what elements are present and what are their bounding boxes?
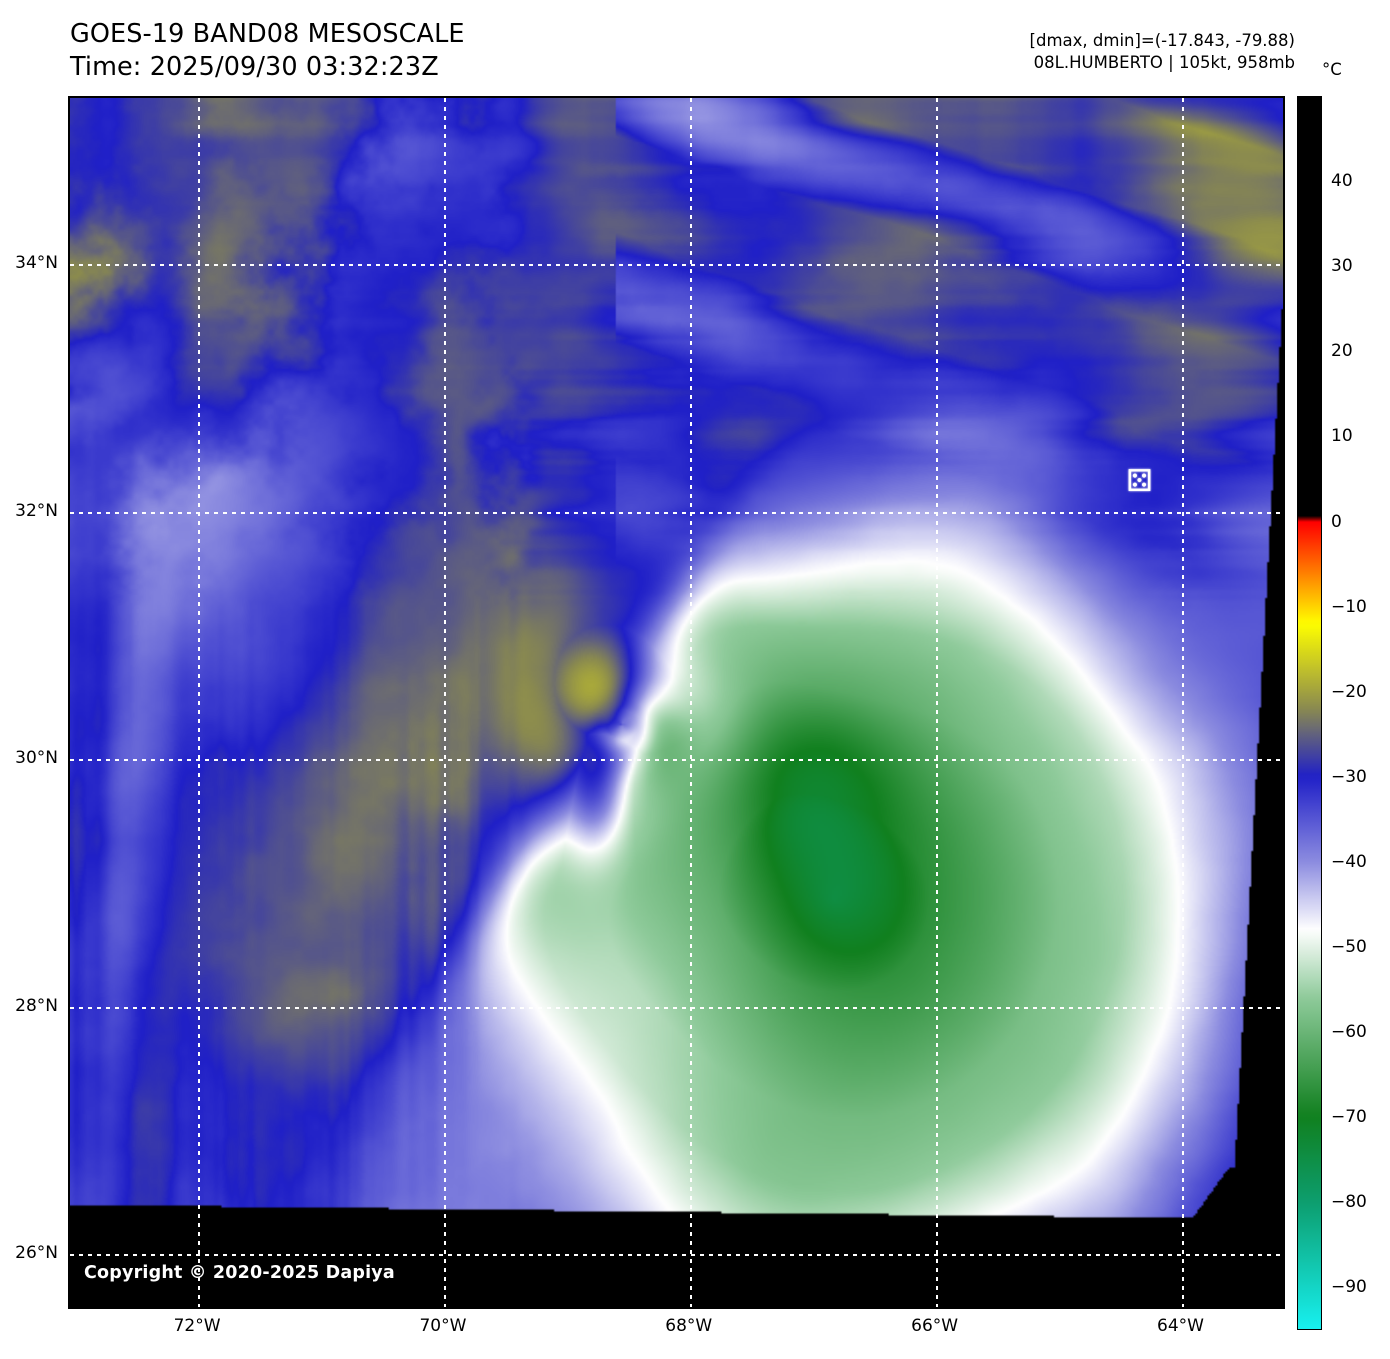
colorbar-tick-9: −50: [1331, 937, 1367, 958]
xtick-label-1: 70°W: [419, 1316, 467, 1336]
colorbar-unit-label: °C: [1322, 60, 1342, 79]
title-block: GOES-19 BAND08 MESOSCALE Time: 2025/09/3…: [70, 18, 465, 84]
ytick-label-1: 32°N: [15, 500, 58, 521]
colorbar-tick-6: −20: [1331, 681, 1367, 702]
xtick-label-3: 66°W: [911, 1316, 959, 1336]
colorbar-tick-2: 20: [1331, 341, 1353, 362]
colorbar-tick-0: 40: [1331, 171, 1353, 192]
colorbar-tick-10: −60: [1331, 1022, 1367, 1043]
copyright-label: Copyright © 2020-2025 Dapiya: [84, 1263, 395, 1283]
ytick-label-2: 30°N: [15, 748, 58, 769]
colorbar[interactable]: [1297, 96, 1322, 1330]
xtick-label-2: 68°W: [665, 1316, 713, 1336]
xtick-label-0: 72°W: [173, 1316, 221, 1336]
colorbar-tick-12: −80: [1331, 1192, 1367, 1213]
storm-info-label: 08L.HUMBERTO | 105kt, 958mb: [1033, 53, 1295, 73]
timestamp-label: Time: 2025/09/30 03:32:23Z: [70, 52, 439, 83]
colorbar-tick-5: −10: [1331, 596, 1367, 617]
colorbar-gradient: [1298, 97, 1321, 1329]
colorbar-tick-8: −40: [1331, 851, 1367, 872]
satellite-imagery-canvas: [70, 98, 1283, 1307]
xtick-label-4: 64°W: [1157, 1316, 1204, 1336]
ytick-label-0: 34°N: [15, 253, 58, 274]
colorbar-tick-13: −90: [1331, 1277, 1367, 1298]
metadata-block: [dmax, dmin]=(-17.843, -79.88) 08L.HUMBE…: [1030, 30, 1295, 74]
colorbar-tick-1: 30: [1331, 256, 1353, 277]
data-range-label: [dmax, dmin]=(-17.843, -79.88): [1029, 31, 1295, 50]
colorbar-tick-11: −70: [1331, 1107, 1367, 1128]
ytick-label-3: 28°N: [15, 995, 58, 1016]
satellite-image-panel[interactable]: ⚄ Copyright © 2020-2025 Dapiya: [68, 96, 1285, 1309]
colorbar-tick-7: −30: [1331, 766, 1367, 787]
colorbar-tick-3: 10: [1331, 426, 1353, 447]
page-title: GOES-19 BAND08 MESOSCALE: [70, 19, 465, 49]
colorbar-tick-4: 0: [1331, 511, 1342, 532]
ytick-label-4: 26°N: [15, 1243, 58, 1264]
